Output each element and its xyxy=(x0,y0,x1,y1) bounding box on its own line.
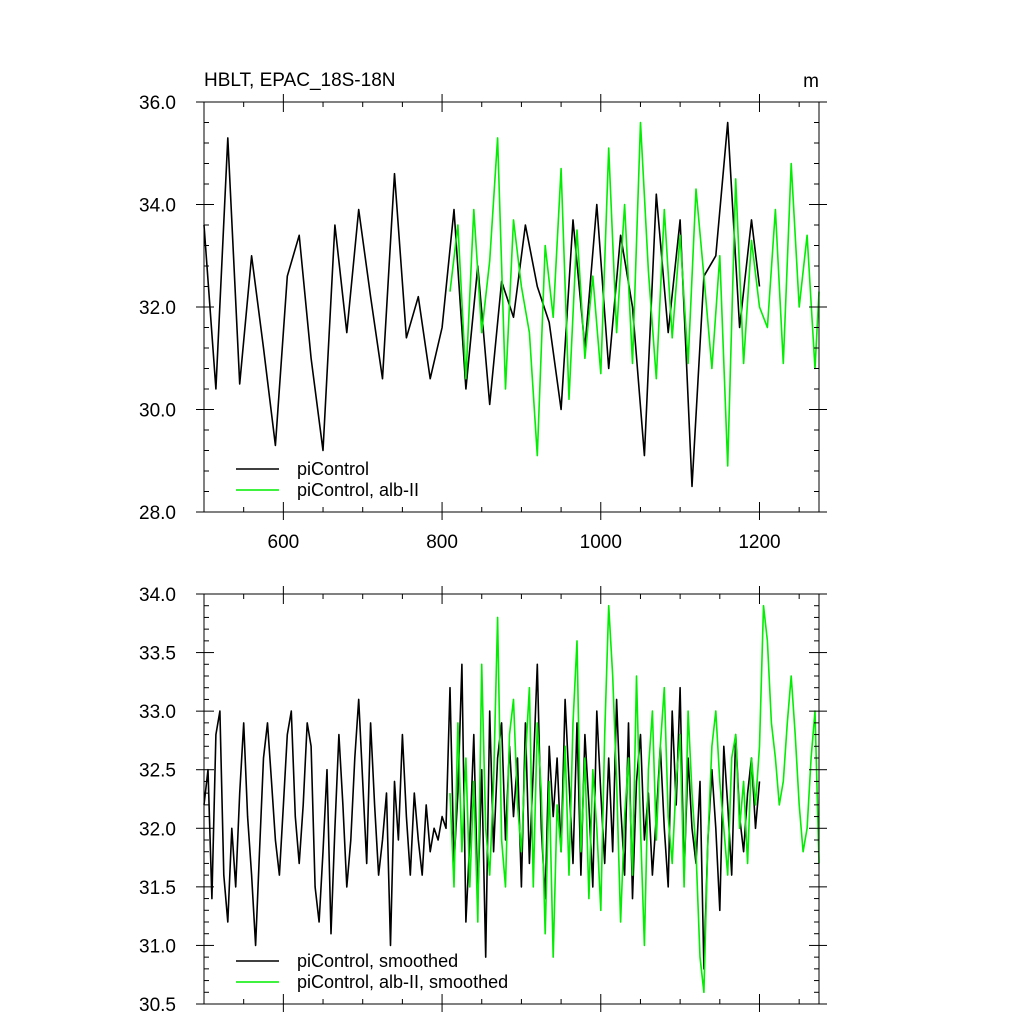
y-tick-label: 31.5 xyxy=(139,878,176,899)
series-line-picontrol-alb-ii-smoothed xyxy=(449,604,820,994)
y-tick-label: 32.0 xyxy=(139,298,176,319)
x-tick-label: 1200 xyxy=(738,532,780,553)
bottom-legend: piControl, smoothed piControl, alb-II, s… xyxy=(236,951,508,992)
bottom-series-layer xyxy=(203,604,820,994)
series-line-picontrol-alb-ii xyxy=(449,121,820,467)
top-y-axis: 28.0 30.0 32.0 34.0 36.0 xyxy=(139,93,827,524)
x-tick-label: 800 xyxy=(426,532,458,553)
legend-label-picontrol-alb-ii: piControl, alb-II xyxy=(297,480,419,500)
y-tick-label: 32.5 xyxy=(139,761,176,782)
bottom-x-axis xyxy=(203,586,800,1012)
top-legend: piControl piControl, alb-II xyxy=(236,459,419,500)
top-series-layer xyxy=(203,121,820,488)
y-tick-label: 36.0 xyxy=(139,93,176,114)
series-line-picontrol xyxy=(203,121,761,488)
legend-label-picontrol-smoothed: piControl, smoothed xyxy=(297,951,458,971)
y-tick-label: 31.0 xyxy=(139,936,176,957)
y-tick-label: 28.0 xyxy=(139,503,176,524)
y-tick-label: 30.0 xyxy=(139,401,176,422)
y-tick-label: 34.0 xyxy=(139,196,176,217)
bottom-y-axis: 30.5 31.0 31.5 32.0 32.5 33.0 33.5 34.0 xyxy=(139,585,827,1016)
chart-title: HBLT, EPAC_18S-18N xyxy=(204,70,396,91)
x-tick-label: 1000 xyxy=(580,532,622,553)
legend-label-picontrol: piControl xyxy=(297,459,369,479)
y-tick-label: 30.5 xyxy=(139,995,176,1016)
y-tick-label: 33.0 xyxy=(139,702,176,723)
series-line-picontrol-smoothed xyxy=(203,663,761,970)
legend-label-picontrol-alb-ii-smoothed: piControl, alb-II, smoothed xyxy=(297,972,508,992)
top-panel: HBLT, EPAC_18S-18N m 600 800 1000 1200 28.0… xyxy=(139,70,827,553)
units-label: m xyxy=(803,71,819,92)
top-x-axis: 600 800 1000 1200 xyxy=(203,94,800,553)
bottom-plot-frame xyxy=(203,593,820,1005)
y-tick-label: 33.5 xyxy=(139,644,176,665)
y-tick-label: 34.0 xyxy=(139,585,176,606)
y-tick-label: 32.0 xyxy=(139,819,176,840)
bottom-panel: 30.5 31.0 31.5 32.0 32.5 33.0 33.5 34.0 piContr… xyxy=(139,585,827,1016)
x-tick-label: 600 xyxy=(268,532,300,553)
